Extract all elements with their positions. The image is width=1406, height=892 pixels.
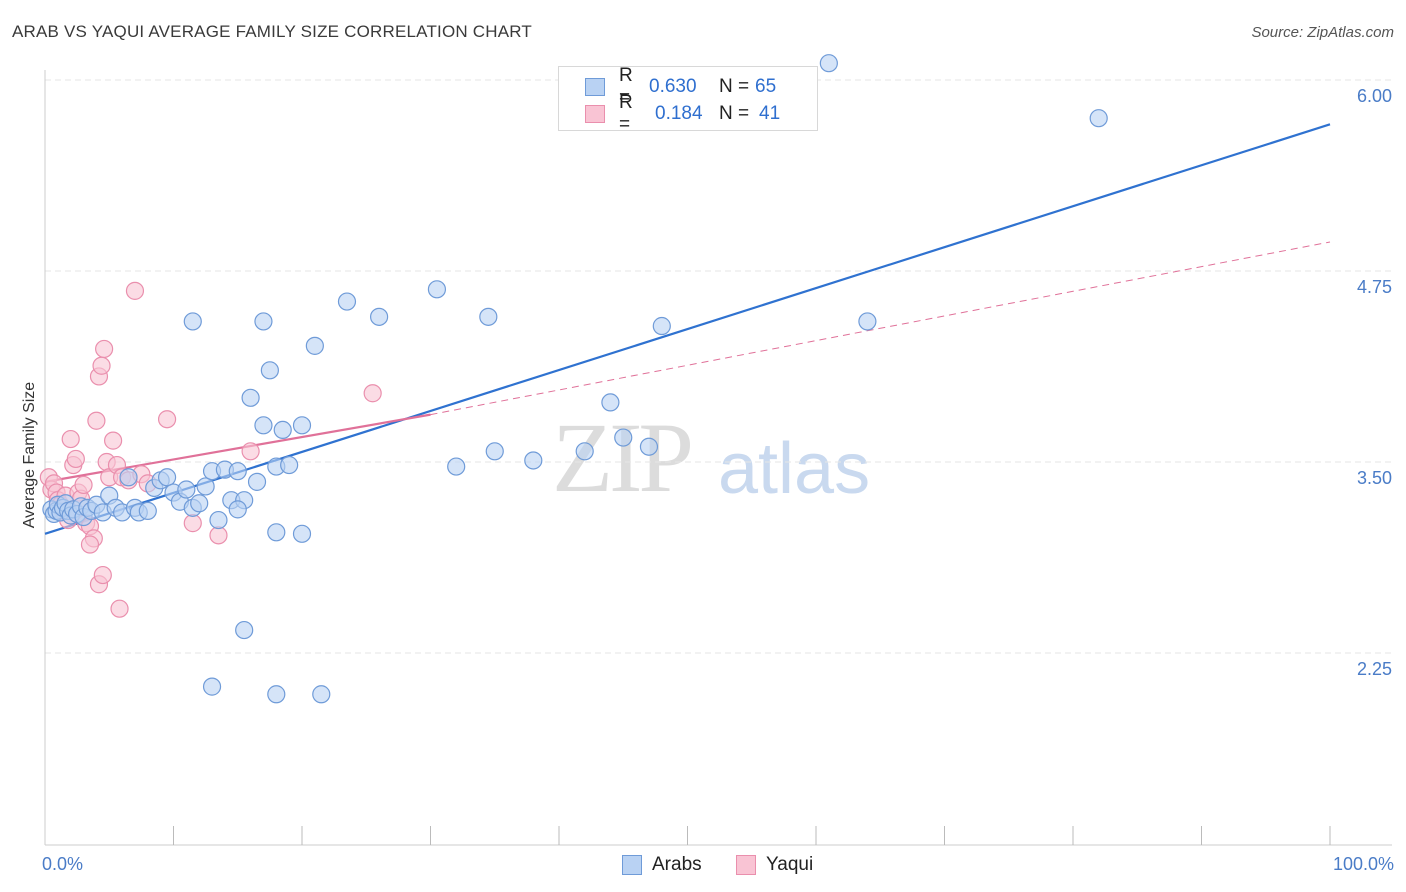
arabs-point <box>202 677 222 696</box>
arabs-point <box>183 312 202 331</box>
arabs-legend-label: Arabs <box>652 854 702 875</box>
arabs-point <box>337 292 357 311</box>
yaqui-point <box>66 449 85 469</box>
arabs-point <box>280 455 299 475</box>
arabs-point <box>247 472 267 491</box>
arabs-point <box>601 393 620 412</box>
yaqui-swatch <box>585 105 605 123</box>
yaqui-n-value: 41 <box>759 103 781 124</box>
yaqui-legend-label: Yaqui <box>766 854 814 875</box>
y-tick-label: 6.00 <box>1357 86 1392 106</box>
yaqui-point <box>61 429 80 449</box>
arabs-point <box>652 316 671 336</box>
arabs-point <box>254 416 273 435</box>
arabs-n-value: 65 <box>755 76 777 97</box>
arabs-point <box>260 361 279 380</box>
arabs-point <box>228 500 247 519</box>
data-points <box>39 54 1108 704</box>
yaqui-point <box>104 431 123 450</box>
arabs-point <box>479 307 498 326</box>
arabs-point <box>157 468 177 487</box>
arabs-point <box>254 312 273 331</box>
y-tick-label: 2.25 <box>1357 659 1392 679</box>
yaqui-point <box>93 565 112 585</box>
arabs-point <box>575 442 594 461</box>
arabs-point <box>241 388 260 407</box>
y-tick-label: 4.75 <box>1357 277 1392 297</box>
arabs-point <box>190 494 209 513</box>
yaqui-point <box>74 475 93 495</box>
chart-title: ARAB VS YAQUI AVERAGE FAMILY SIZE CORREL… <box>12 22 533 41</box>
yaqui-point <box>87 411 106 430</box>
yaqui-r-value: 0.184 <box>655 103 703 124</box>
bottom-legend-yaqui[interactable]: Yaqui <box>736 852 813 878</box>
yaqui-point <box>92 356 111 375</box>
arabs-point <box>196 477 215 496</box>
arabs-point <box>292 524 312 543</box>
arabs-point <box>614 428 633 447</box>
arabs-r-label: R = <box>619 65 633 108</box>
yaqui-trend-dashed <box>430 241 1331 416</box>
bottom-legend-arabs[interactable]: Arabs <box>622 852 702 878</box>
arabs-point <box>235 620 254 640</box>
gridlines <box>45 79 1392 654</box>
yaqui-point <box>125 281 145 300</box>
arabs-n-label: N = <box>719 76 750 97</box>
arabs-point <box>273 420 292 440</box>
arabs-point <box>858 312 877 331</box>
yaqui-point <box>95 339 114 359</box>
yaqui-point <box>80 535 100 554</box>
arabs-point <box>119 468 138 487</box>
arabs-point <box>370 307 389 326</box>
arabs-point <box>228 462 247 481</box>
arabs-point <box>819 54 838 73</box>
arabs-legend-swatch <box>622 855 642 875</box>
arabs-point <box>1089 109 1108 128</box>
arabs-point <box>292 416 312 435</box>
arabs-point <box>427 280 447 299</box>
yaqui-point <box>157 410 177 429</box>
arabs-r-value: 0.630 <box>649 76 697 97</box>
legend-row-yaqui: R = 0.184 N = 41 <box>585 92 781 135</box>
arabs-point <box>524 451 543 470</box>
arabs-point <box>639 437 659 456</box>
source-label: Source: ZipAtlas.com <box>1251 24 1394 41</box>
stats-legend: R = 0.630 N = 65 R = 0.184 N = 41 <box>558 65 818 135</box>
arabs-point <box>485 442 504 461</box>
watermark-zip: ZIP <box>552 402 694 513</box>
yaqui-legend-swatch <box>736 855 756 875</box>
tick-labels: 2.25 3.50 4.75 6.00 0.0% 100.0% <box>42 86 1394 874</box>
x-tick-label: 100.0% <box>1333 854 1394 874</box>
arabs-point <box>177 480 196 499</box>
arabs-point <box>209 510 228 530</box>
yaqui-r-label: R = <box>619 92 633 135</box>
y-axis-label: Average Family Size <box>21 382 38 529</box>
yaqui-point <box>363 384 382 403</box>
arabs-point <box>267 685 286 704</box>
yaqui-point <box>110 599 129 618</box>
arabs-point <box>447 457 466 476</box>
yaqui-point <box>241 442 260 461</box>
yaqui-point <box>209 526 228 545</box>
x-tick-label: 0.0% <box>42 854 83 874</box>
arabs-point <box>138 501 157 520</box>
arabs-point <box>267 523 286 542</box>
yaqui-n-label: N = <box>719 103 750 124</box>
arabs-trend-line <box>44 123 1331 535</box>
arabs-swatch <box>585 78 605 96</box>
arabs-point <box>312 685 331 704</box>
axes <box>44 70 1392 846</box>
legend-row-arabs: R = 0.630 N = 65 <box>585 65 777 108</box>
watermark-atlas: atlas <box>718 429 871 509</box>
arabs-point <box>305 336 324 355</box>
yaqui-point <box>183 514 202 533</box>
y-tick-label: 3.50 <box>1357 468 1392 488</box>
